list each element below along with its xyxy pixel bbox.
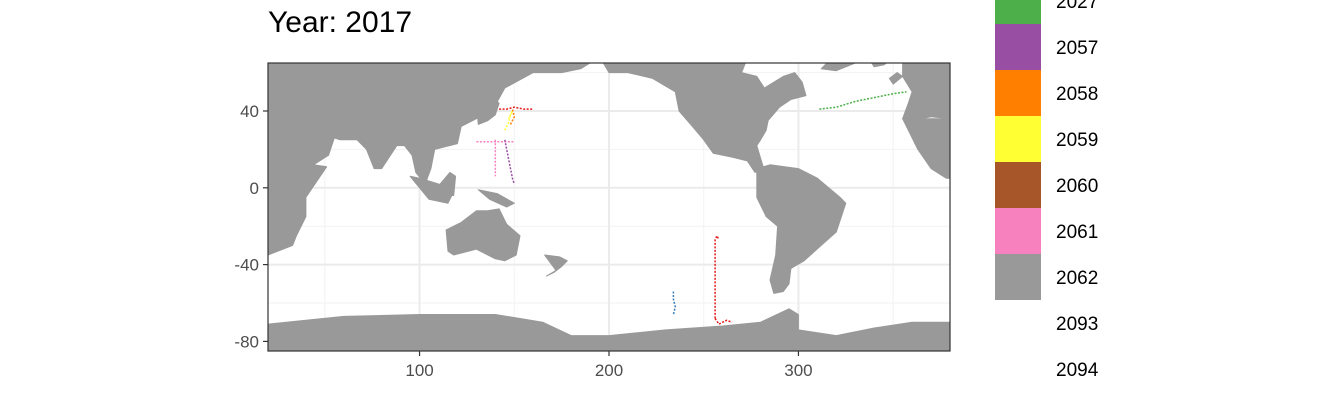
y-tick-label: -80 bbox=[234, 332, 259, 351]
land-mass bbox=[902, 118, 950, 179]
legend: 2027 2057 2058 2059 2060 2061 2062 2093 2094 bbox=[995, 0, 1195, 403]
vessel-track bbox=[672, 291, 677, 315]
vessel-track bbox=[509, 108, 516, 125]
land-mass bbox=[871, 63, 888, 68]
legend-label: 2062 bbox=[1056, 268, 1099, 289]
land-mass bbox=[602, 63, 807, 173]
y-tick-label: 0 bbox=[250, 179, 259, 198]
legend-key bbox=[995, 24, 1041, 70]
legend-key bbox=[995, 300, 1041, 346]
vessel-track bbox=[504, 110, 514, 131]
land-mass bbox=[888, 72, 904, 85]
land-mass bbox=[475, 99, 500, 125]
land-mass bbox=[268, 63, 591, 256]
vessel-track bbox=[714, 234, 720, 319]
land-mass bbox=[820, 63, 875, 72]
map-title: Year: 2017 bbox=[268, 6, 413, 39]
legend-key bbox=[995, 254, 1041, 300]
legend-key bbox=[995, 70, 1041, 116]
legend-key bbox=[995, 0, 1041, 24]
land-mass bbox=[756, 164, 847, 294]
legend-item: 2027 bbox=[995, 0, 1195, 24]
legend-item: 2060 bbox=[995, 162, 1195, 208]
legend-key bbox=[995, 116, 1041, 162]
legend-label: 2093 bbox=[1056, 314, 1099, 335]
legend-label: 2058 bbox=[1056, 84, 1099, 105]
vessel-tracks bbox=[476, 91, 907, 326]
land-mass bbox=[544, 254, 568, 277]
y-tick-label: -40 bbox=[234, 256, 259, 275]
x-tick-label: 200 bbox=[595, 361, 623, 380]
legend-key bbox=[995, 346, 1041, 392]
legend-item: 2093 bbox=[995, 300, 1195, 346]
legend-key bbox=[995, 208, 1041, 254]
vessel-track bbox=[499, 106, 534, 110]
legend-label: 2027 bbox=[1056, 0, 1099, 13]
legend-label: 2059 bbox=[1056, 130, 1099, 151]
legend-item: 2062 bbox=[995, 254, 1195, 300]
vessel-track bbox=[714, 317, 733, 326]
legend-label: 2060 bbox=[1056, 176, 1099, 197]
legend-key bbox=[995, 162, 1041, 208]
y-tick-label: 40 bbox=[240, 102, 259, 121]
land-mass bbox=[268, 308, 950, 351]
land-mass bbox=[445, 208, 521, 262]
land-masses bbox=[268, 63, 950, 351]
land-mass bbox=[477, 189, 515, 208]
legend-item: 2094 bbox=[995, 346, 1195, 392]
legend-item: 2059 bbox=[995, 116, 1195, 162]
vessel-track bbox=[819, 91, 907, 110]
legend-item: 2057 bbox=[995, 24, 1195, 70]
legend-label: 2057 bbox=[1056, 38, 1099, 59]
land-mass bbox=[438, 171, 457, 196]
x-tick-label: 100 bbox=[405, 361, 433, 380]
x-tick-label: 300 bbox=[784, 361, 812, 380]
vessel-track bbox=[504, 139, 516, 185]
legend-label: 2094 bbox=[1056, 360, 1099, 381]
legend-item: 2061 bbox=[995, 208, 1195, 254]
legend-label: 2061 bbox=[1056, 222, 1099, 243]
legend-item: 2058 bbox=[995, 70, 1195, 116]
